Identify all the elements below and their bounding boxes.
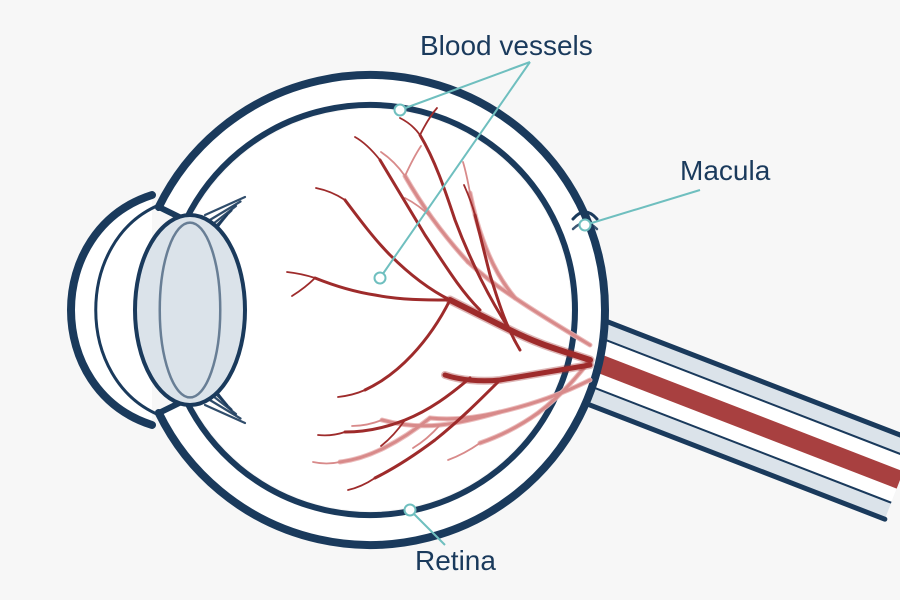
- eye-diagram: Blood vessels Macula Retina: [0, 0, 900, 600]
- label-macula: Macula: [680, 155, 771, 186]
- label-blood-vessels: Blood vessels: [420, 30, 593, 61]
- label-retina: Retina: [415, 545, 496, 576]
